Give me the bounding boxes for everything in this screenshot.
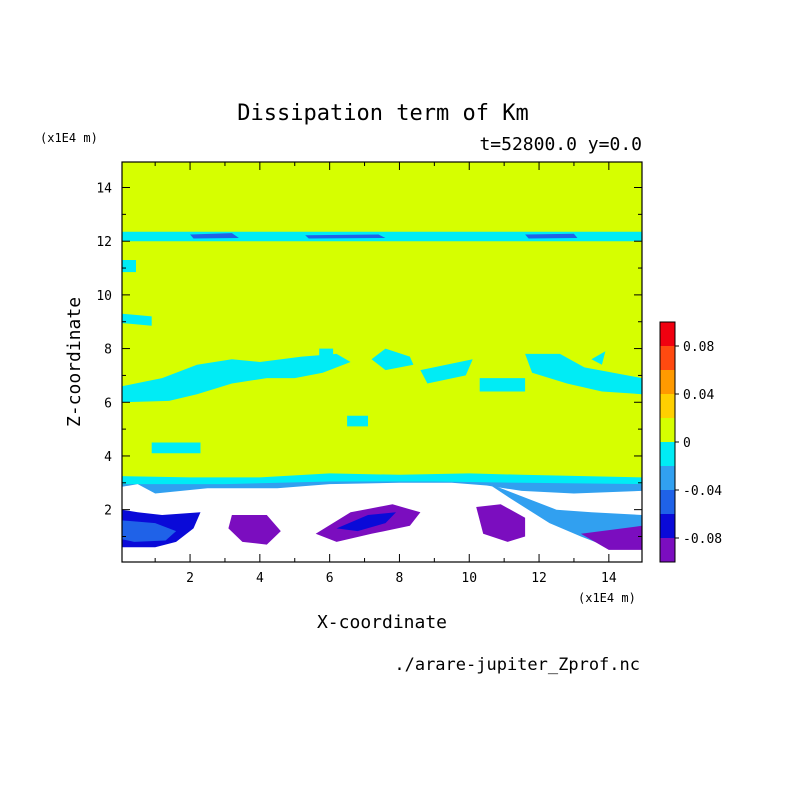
colorbar-swatch-7 bbox=[660, 370, 675, 394]
colorbar-tick-label-4: -0.08 bbox=[683, 532, 722, 547]
y-unit-label: (x1E4 m) bbox=[40, 131, 98, 145]
y-axis-label: Z-coordinate bbox=[64, 297, 85, 427]
x-tick-label-4: 10 bbox=[461, 571, 477, 586]
colorbar-swatch-4 bbox=[660, 442, 675, 466]
contour-region-9 bbox=[479, 378, 526, 392]
colorbar-swatch-6 bbox=[660, 394, 675, 418]
x-axis-label: X-coordinate bbox=[317, 612, 447, 633]
x-tick-label-0: 2 bbox=[186, 571, 194, 586]
y-tick-label-3: 8 bbox=[104, 343, 112, 358]
colorbar-swatch-9 bbox=[660, 322, 675, 346]
contour-region-19 bbox=[122, 520, 177, 542]
contour-region-25 bbox=[580, 525, 642, 550]
contour-region-20 bbox=[228, 515, 281, 545]
contour-region-7 bbox=[371, 348, 414, 371]
colorbar-swatch-0 bbox=[660, 538, 675, 562]
contour-region-11 bbox=[151, 442, 201, 454]
contour-region-13 bbox=[319, 348, 334, 360]
contour-region-1 bbox=[190, 233, 239, 239]
contour-region-14 bbox=[591, 351, 606, 365]
x-tick-label-6: 14 bbox=[601, 571, 617, 586]
y-tick-label-1: 4 bbox=[104, 450, 112, 465]
y-axis-ticks: 2 4 6 8 10 12 14 bbox=[96, 182, 642, 537]
contour-region-12 bbox=[347, 415, 368, 427]
contour-region-5 bbox=[122, 313, 152, 326]
y-tick-label-0: 2 bbox=[104, 504, 112, 519]
colorbar-swatch-1 bbox=[660, 514, 675, 538]
y-tick-label-5: 12 bbox=[96, 235, 112, 250]
plot-frame bbox=[121, 161, 643, 563]
colorbar-tick-label-1: 0.04 bbox=[683, 388, 714, 403]
contour-region-22 bbox=[336, 512, 396, 532]
y-tick-label-2: 6 bbox=[104, 396, 112, 411]
contour-region-6 bbox=[122, 353, 351, 403]
x-tick-label-1: 4 bbox=[256, 571, 264, 586]
x-unit-label: (x1E4 m) bbox=[578, 591, 636, 605]
colorbar-swatch-8 bbox=[660, 346, 675, 370]
chart-title: Dissipation term of Km bbox=[237, 101, 528, 126]
x-tick-label-5: 12 bbox=[531, 571, 547, 586]
contour-region-3 bbox=[525, 233, 578, 239]
colorbar-tick-label-2: 0 bbox=[683, 436, 691, 451]
source-filename: ./arare-jupiter_Zprof.nc bbox=[394, 655, 640, 675]
x-tick-label-2: 6 bbox=[326, 571, 334, 586]
colorbar: 0.08 0.04 0 -0.04 -0.08 bbox=[659, 321, 722, 563]
chart-subtitle: t=52800.0 y=0.0 bbox=[479, 134, 642, 155]
contour-region-4 bbox=[122, 260, 136, 273]
colorbar-tick-label-3: -0.04 bbox=[683, 484, 722, 499]
colorbar-swatch-2 bbox=[660, 490, 675, 514]
contour-region-2 bbox=[305, 234, 386, 239]
x-axis-ticks: 2 4 6 8 10 12 14 bbox=[154, 162, 617, 586]
colorbar-swatch-5 bbox=[660, 418, 675, 442]
y-tick-label-4: 10 bbox=[96, 289, 112, 304]
contour-region-23 bbox=[476, 504, 526, 542]
contour-region-10 bbox=[525, 353, 642, 395]
contour-region-8 bbox=[420, 359, 473, 384]
colorbar-swatch-3 bbox=[660, 466, 675, 490]
colorbar-tick-label-0: 0.08 bbox=[683, 340, 714, 355]
y-tick-label-6: 14 bbox=[96, 182, 112, 197]
x-tick-label-3: 8 bbox=[396, 571, 404, 586]
plot-area bbox=[121, 161, 643, 563]
